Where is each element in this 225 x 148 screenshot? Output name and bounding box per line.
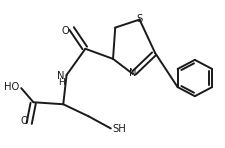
Text: N: N [129, 68, 136, 78]
Text: S: S [136, 14, 143, 24]
Text: SH: SH [112, 124, 126, 135]
Text: HO: HO [4, 82, 19, 92]
Text: O: O [20, 116, 28, 126]
Text: N: N [57, 71, 65, 81]
Text: O: O [61, 26, 69, 36]
Text: H: H [58, 78, 65, 87]
